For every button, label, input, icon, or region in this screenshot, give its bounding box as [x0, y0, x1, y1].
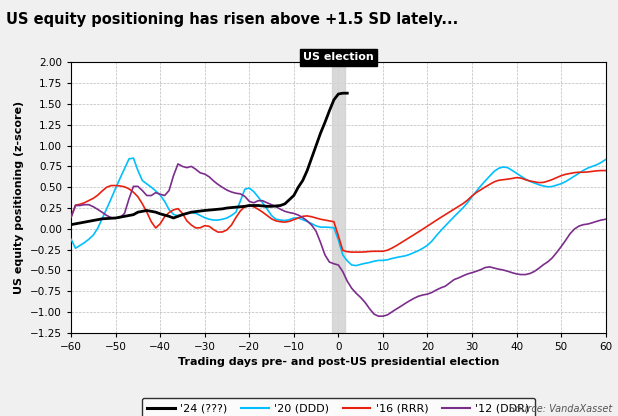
- Text: US equity positioning has risen above +1.5 SD lately...: US equity positioning has risen above +1…: [6, 12, 459, 27]
- Bar: [332, 62, 345, 333]
- Y-axis label: US equity positioning (z-score): US equity positioning (z-score): [14, 101, 25, 294]
- Legend: '24 (???), '20 (DDD), '16 (RRR), '12 (DDR): '24 (???), '20 (DDD), '16 (RRR), '12 (DD…: [142, 398, 535, 416]
- Text: US election: US election: [303, 52, 374, 62]
- X-axis label: Trading days pre- and post-US presidential election: Trading days pre- and post-US presidenti…: [177, 357, 499, 367]
- Text: Source: VandaXasset: Source: VandaXasset: [509, 404, 612, 414]
